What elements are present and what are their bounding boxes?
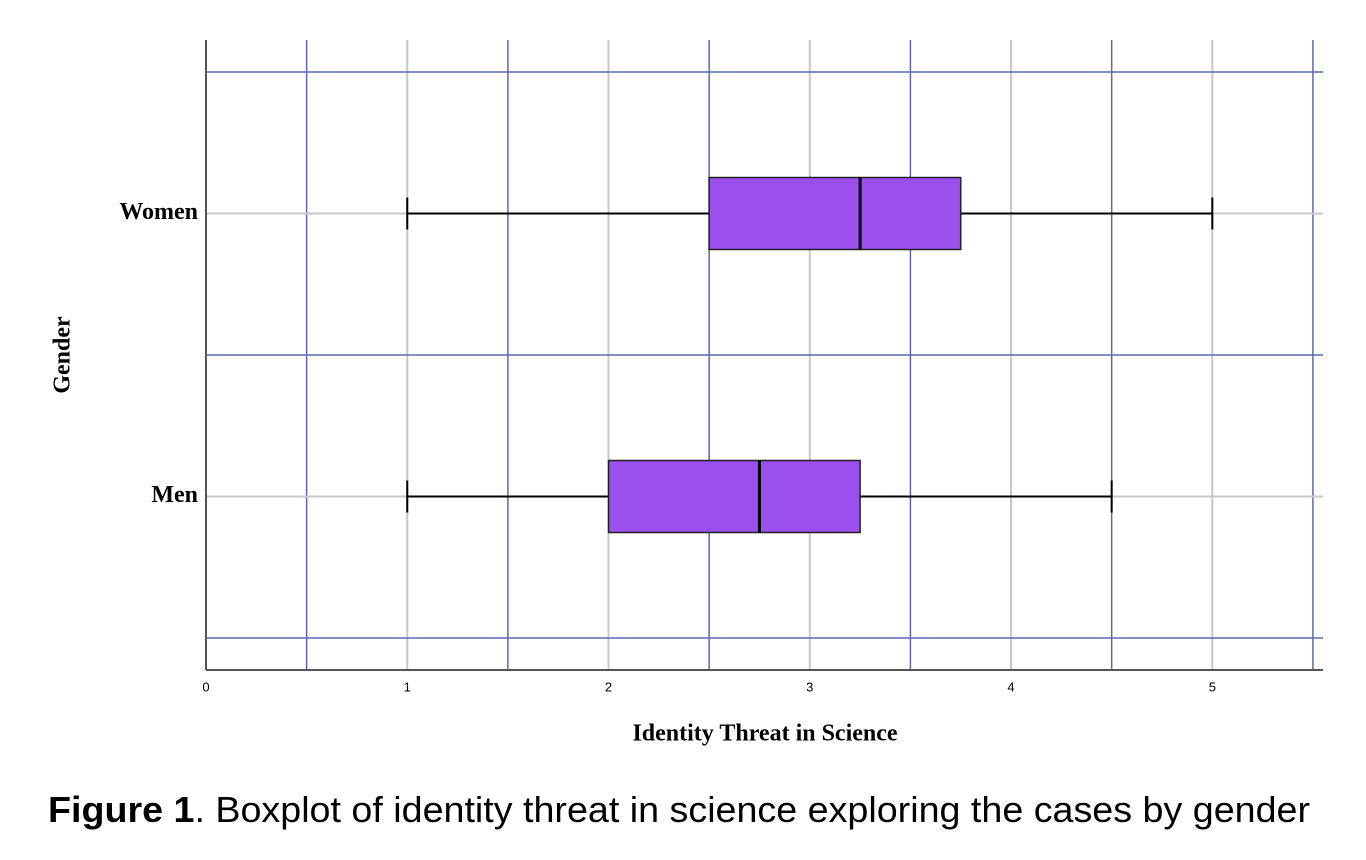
x-tick-label: 1 <box>404 679 411 694</box>
box <box>708 176 962 251</box>
box <box>607 459 861 534</box>
x-axis-label: Identity Threat in Science <box>632 721 897 747</box>
x-tick-label: 2 <box>605 679 612 694</box>
y-axis-label: Gender <box>50 316 76 394</box>
x-tick-label: 0 <box>202 679 209 694</box>
x-tick-label: 3 <box>806 679 813 694</box>
x-tick-label: 5 <box>1209 679 1216 694</box>
caption-text: . Boxplot of identity threat in science … <box>194 789 1310 830</box>
y-tick-label: Men <box>151 482 198 508</box>
y-tick-label: Women <box>119 199 198 225</box>
x-tick-label: 4 <box>1007 679 1014 694</box>
caption-label: Figure 1 <box>48 789 194 830</box>
caption: Figure 1. Boxplot of identity threat in … <box>48 789 1310 830</box>
